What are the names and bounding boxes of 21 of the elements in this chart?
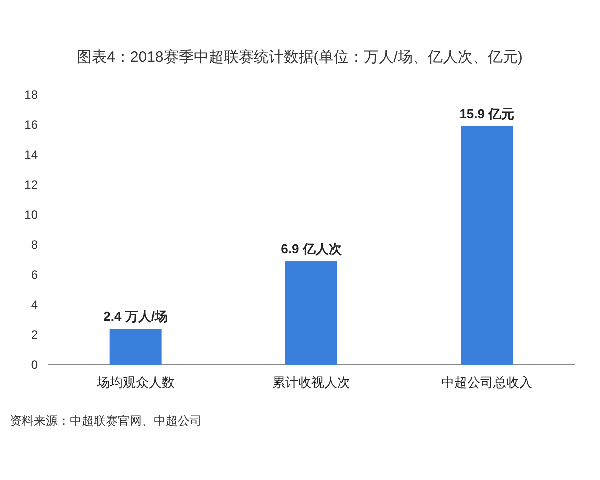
data-label: 15.9 亿元 [460,106,515,122]
y-tick-label: 0 [31,358,38,372]
data-label: 2.4 万人/场 [104,309,168,324]
y-tick-label: 8 [31,238,38,252]
y-tick-label: 10 [24,208,38,222]
y-tick-label: 14 [24,148,38,162]
x-tick-label: 中超公司总收入 [442,375,533,390]
bar [461,126,514,365]
y-tick-label: 2 [31,328,38,342]
x-tick-label: 累计收视人次 [272,375,350,390]
y-tick-label: 6 [31,268,38,282]
y-tick-label: 12 [24,178,38,192]
bar [286,262,338,365]
text: 资料来源：中超联赛官网、中超公司 [10,414,202,428]
y-tick-label: 18 [24,88,38,102]
data-label: 6.9 亿人次 [281,242,343,256]
y-tick-label: 4 [31,298,38,312]
y-tick-label: 16 [24,118,38,132]
x-tick-label: 场均观众人数 [96,375,175,390]
chart-title: 图表4：2018赛季中超联赛统计数据(单位：万人/场、亿人次、亿元) [77,49,523,66]
bar [110,329,162,365]
